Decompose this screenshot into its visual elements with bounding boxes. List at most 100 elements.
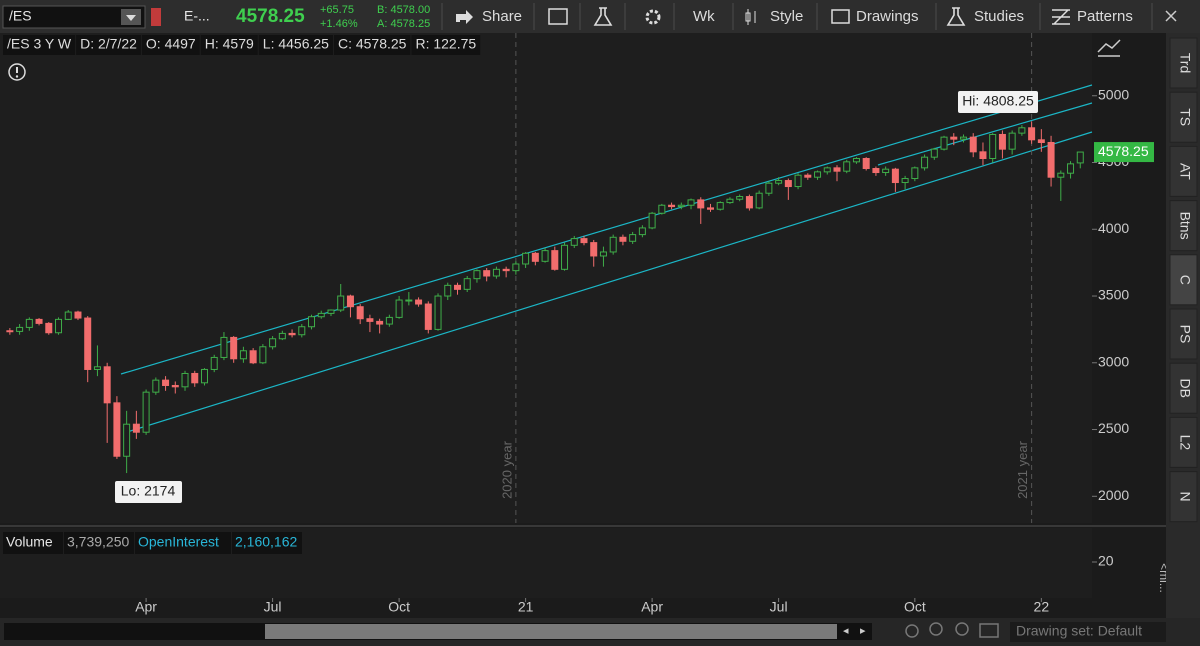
side-tab[interactable]	[1169, 145, 1198, 197]
candle-body	[239, 350, 247, 360]
candle-body	[522, 252, 530, 265]
bid: B: 4578.00	[377, 4, 430, 16]
y-tick-label: 3000	[1098, 353, 1129, 369]
side-tab-label[interactable]: TS	[1177, 108, 1193, 126]
side-tab[interactable]	[1169, 37, 1198, 89]
candle-body	[123, 423, 131, 457]
side-tab-label[interactable]: N	[1177, 492, 1193, 502]
candle-body	[415, 299, 423, 305]
candle-body	[765, 182, 773, 194]
share-icon[interactable]	[456, 10, 473, 24]
snapshot-icon[interactable]	[548, 8, 568, 25]
candle-body	[6, 330, 14, 333]
candle-body	[677, 204, 685, 208]
side-tabs: Trd TS AT Btns C PS DB L2 N	[1169, 37, 1198, 523]
info-box	[141, 35, 200, 55]
x-tick-label: Jul	[770, 599, 788, 615]
price-tag-box	[1094, 142, 1154, 163]
price-axis	[1092, 33, 1166, 603]
info-item: L: 4456.25	[263, 36, 329, 52]
settings-icon[interactable]	[645, 9, 661, 25]
candle-body	[531, 252, 539, 262]
info-box	[200, 35, 258, 55]
close-icon[interactable]	[1165, 10, 1177, 22]
studies-button[interactable]: Studies	[974, 8, 1024, 25]
candle-body	[64, 311, 72, 320]
scroll-right[interactable]: ▸	[860, 625, 866, 637]
candle-body	[658, 204, 666, 214]
info-box	[411, 35, 481, 55]
side-tab-label[interactable]: Btns	[1177, 212, 1193, 240]
y-tick-label: 3500	[1098, 287, 1129, 303]
candle-body	[697, 199, 705, 209]
side-tab[interactable]	[1169, 308, 1198, 360]
candle-body	[376, 320, 384, 325]
side-tab[interactable]	[1169, 200, 1198, 252]
candle-body	[901, 178, 909, 184]
candle-body	[366, 318, 374, 322]
candle-body	[823, 167, 831, 173]
channel-line[interactable]	[120, 84, 1093, 375]
ask: A: 4578.25	[377, 18, 430, 30]
candle-body	[969, 136, 977, 153]
studies-icon[interactable]	[946, 7, 966, 26]
side-tab-label[interactable]: L2	[1177, 435, 1193, 451]
side-tab[interactable]	[1169, 416, 1198, 468]
channel-line[interactable]	[877, 102, 1093, 166]
y-tick-label: 5000	[1098, 86, 1129, 102]
drawing-set[interactable]: Drawing set: Default	[1016, 623, 1142, 639]
share-button[interactable]: Share	[482, 8, 522, 25]
volume-y-tick-label: 20	[1098, 553, 1114, 569]
candle-body	[755, 192, 763, 209]
side-tab-label[interactable]: Trd	[1177, 53, 1193, 73]
zoom-out[interactable]	[955, 622, 969, 636]
drawings-button[interactable]: Drawings	[856, 8, 919, 25]
side-tab[interactable]	[1169, 471, 1198, 523]
x-tick-label: Apr	[135, 599, 157, 615]
scroll-left[interactable]: ◂	[843, 625, 849, 637]
drawings-icon[interactable]	[831, 9, 850, 24]
candle-body	[327, 309, 335, 314]
candle-body	[959, 136, 967, 140]
zoom-in[interactable]	[929, 622, 943, 636]
style-button[interactable]: Style	[770, 8, 803, 25]
side-tab-label[interactable]: DB	[1177, 378, 1193, 397]
zoom-box[interactable]	[979, 623, 999, 638]
candle-body	[113, 402, 121, 457]
volume-value: 3,739,250	[67, 534, 129, 550]
side-tab[interactable]	[1169, 362, 1198, 414]
style-icon[interactable]	[745, 9, 756, 25]
auto-scale-icon[interactable]	[1097, 39, 1121, 57]
candle-body	[35, 318, 43, 324]
info-box	[3, 35, 76, 55]
symbol[interactable]: /ES	[9, 8, 32, 24]
year-label: 2021 year	[1015, 440, 1030, 498]
channel-line[interactable]	[126, 131, 1093, 433]
side-tab[interactable]	[1169, 91, 1198, 143]
candle-body	[648, 212, 656, 229]
candle-body	[882, 168, 890, 174]
pan-tool[interactable]	[905, 624, 919, 638]
side-tab-label[interactable]: PS	[1177, 325, 1193, 344]
x-tick-label: Oct	[904, 599, 926, 615]
alert-icon[interactable]	[8, 63, 26, 81]
candle-body	[852, 158, 860, 163]
candle-body	[590, 242, 598, 257]
link-flag[interactable]	[151, 8, 161, 26]
patterns-icon[interactable]	[1052, 9, 1070, 25]
drawing-set-box[interactable]	[1010, 622, 1166, 642]
scroll-thumb[interactable]	[265, 624, 837, 639]
side-tab-label[interactable]: AT	[1177, 163, 1193, 180]
timeframe-button[interactable]: Wk	[693, 8, 715, 25]
candle-body	[200, 368, 208, 384]
symbol-box[interactable]	[2, 5, 146, 29]
year-label: 2020 year	[499, 440, 514, 498]
patterns-button[interactable]: Patterns	[1077, 8, 1133, 25]
oi-label: OpenInterest	[138, 534, 219, 550]
x-tick-label: Jul	[264, 599, 282, 615]
candle-body	[132, 423, 140, 433]
candle-body	[687, 199, 695, 206]
flask-icon[interactable]	[593, 7, 613, 26]
side-tab[interactable]	[1169, 254, 1198, 306]
side-tab-label[interactable]: C	[1177, 275, 1193, 285]
